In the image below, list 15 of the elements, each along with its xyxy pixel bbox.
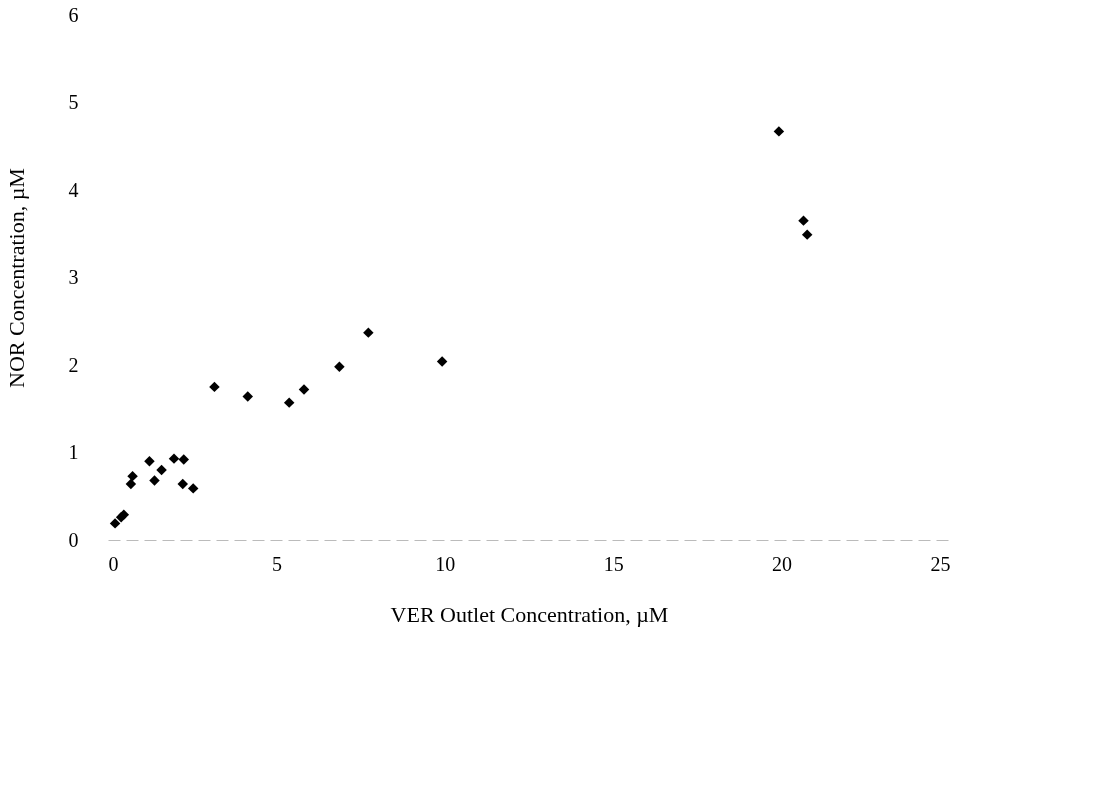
y-tick-label: 3	[68, 266, 79, 288]
y-tick-label: 1	[68, 441, 79, 463]
x-tick-label: 20	[772, 552, 793, 575]
x-tick-label: 10	[435, 552, 456, 575]
y-tick-label: 4	[68, 178, 79, 201]
y-tick-label: 2	[68, 353, 79, 376]
y-tick-label: 6	[68, 3, 79, 26]
x-tick-label: 15	[603, 552, 624, 575]
x-tick-label: 25	[930, 552, 951, 575]
y-axis-title: NOR Concentration, µM	[3, 168, 29, 388]
y-tick-label: 5	[68, 91, 79, 113]
x-tick-label: 0	[108, 552, 119, 575]
x-axis-title: VER Outlet Concentration, µM	[390, 601, 669, 627]
y-tick-label: 0	[68, 528, 79, 551]
x-tick-label: 5	[271, 552, 282, 575]
